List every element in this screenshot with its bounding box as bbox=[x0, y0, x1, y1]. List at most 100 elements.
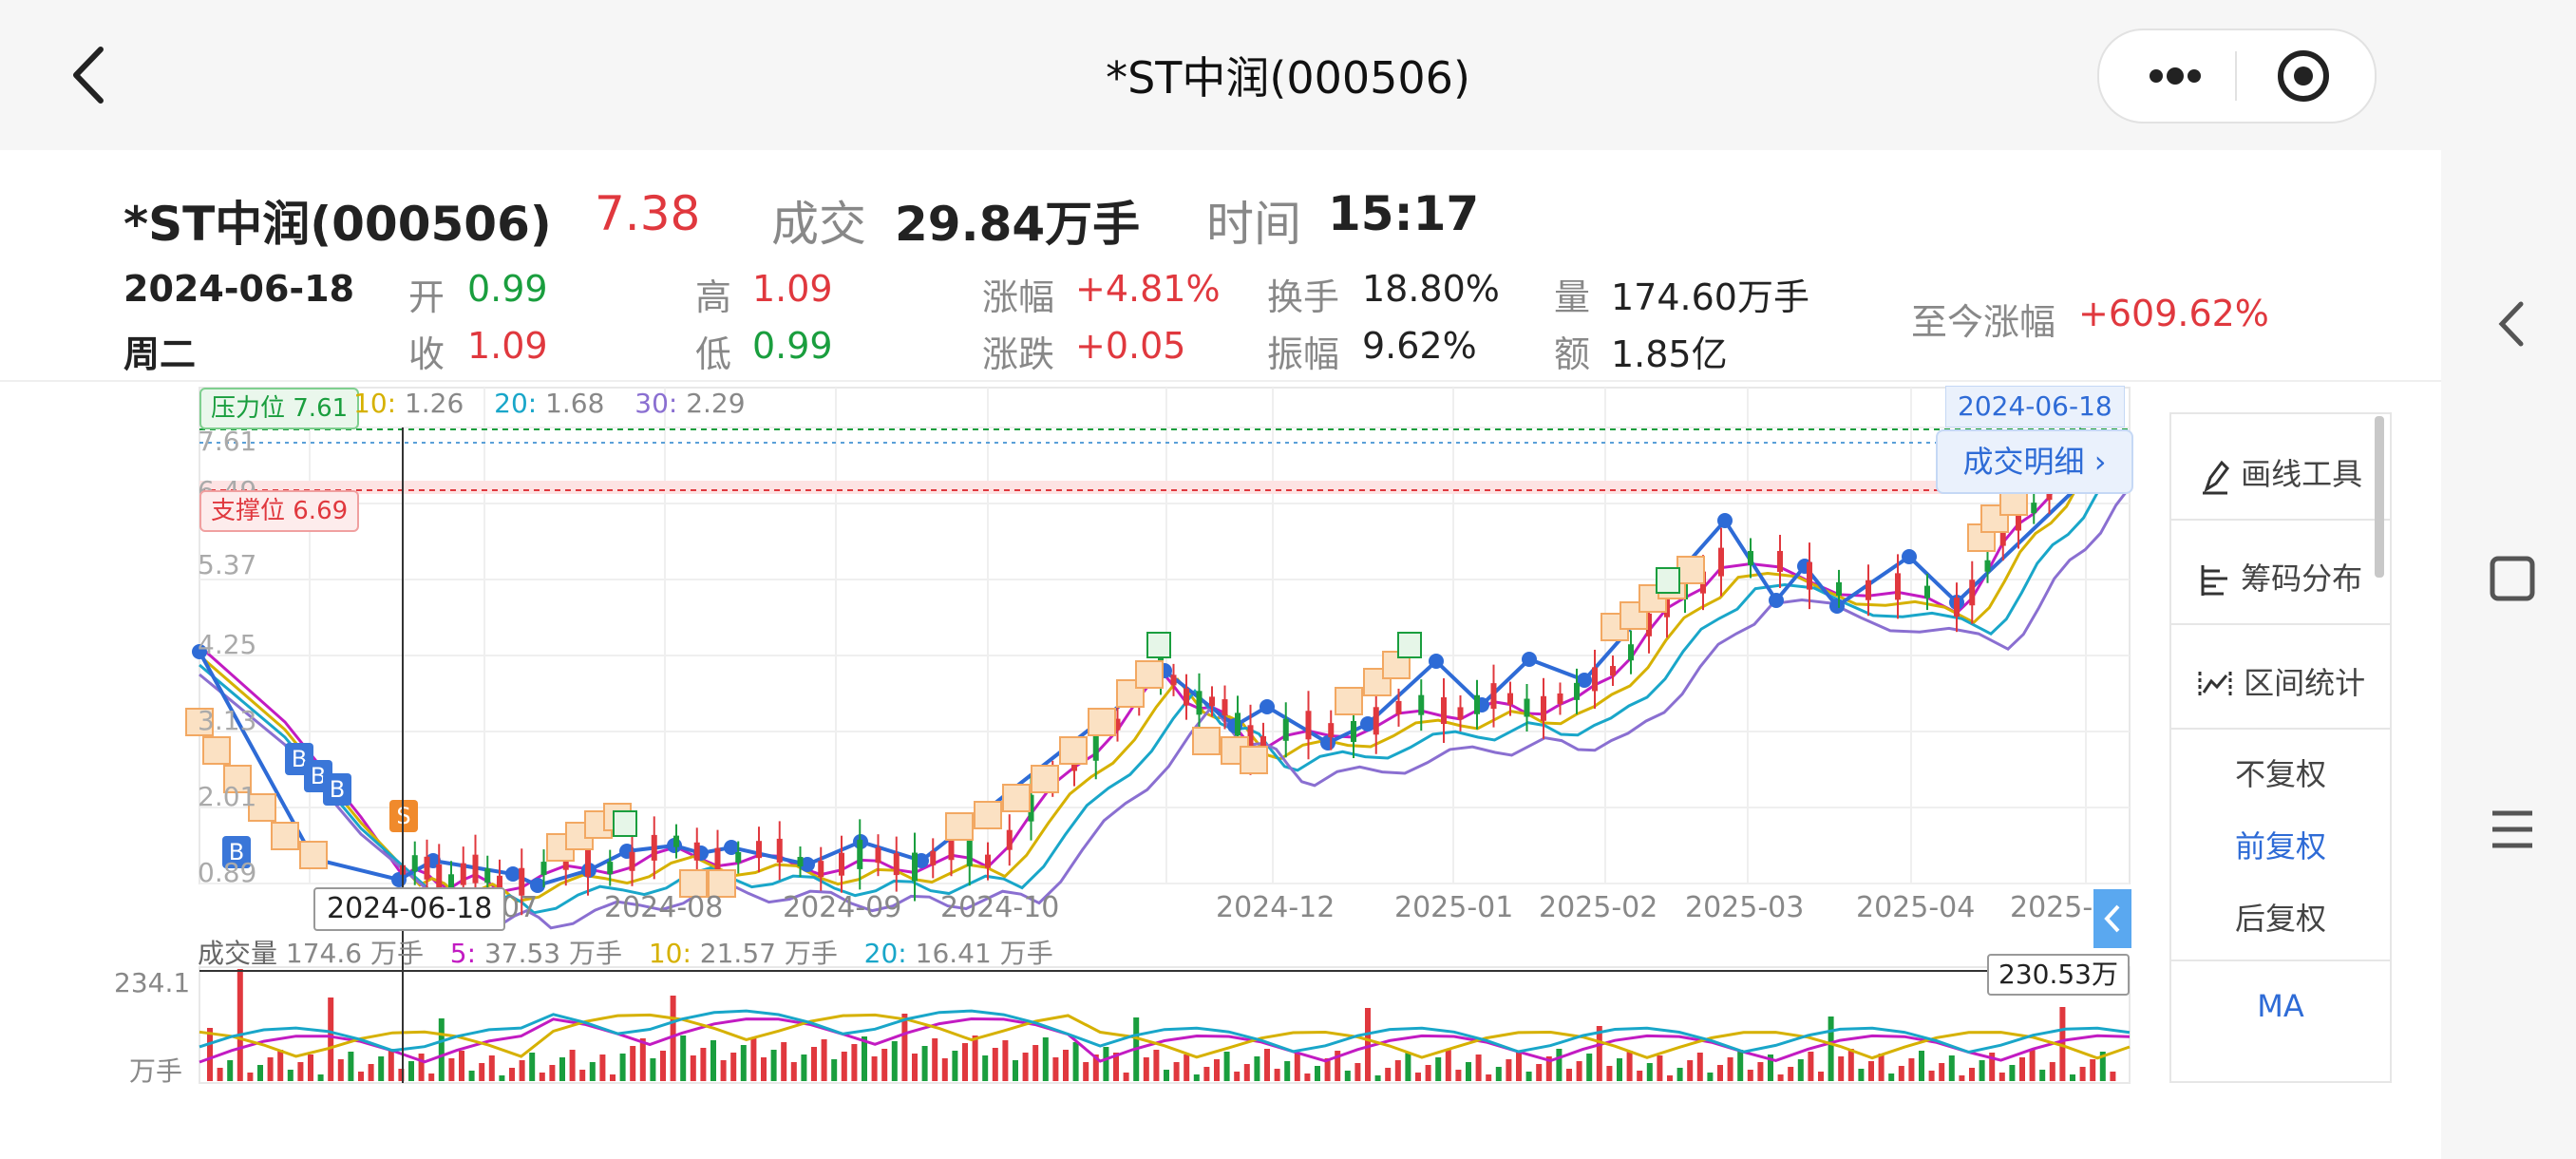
chg-label: 涨跌 bbox=[982, 333, 1055, 375]
candle bbox=[1628, 644, 1634, 661]
candle bbox=[540, 862, 547, 876]
volume-bar bbox=[1989, 1053, 1996, 1081]
volume-bar bbox=[2049, 1062, 2055, 1081]
ma30-value: 2.29 bbox=[686, 388, 746, 419]
volume-bar bbox=[308, 1054, 313, 1081]
candle bbox=[411, 855, 418, 872]
volume-frame bbox=[199, 966, 2131, 1084]
volume-bar bbox=[398, 1069, 405, 1081]
panel-divider bbox=[2171, 728, 2390, 730]
volume-bar bbox=[1858, 1069, 1865, 1081]
buy-signal-badge-text: B bbox=[229, 839, 244, 865]
volume-bar bbox=[1032, 1045, 1039, 1081]
more-icon[interactable] bbox=[2128, 49, 2223, 103]
volume-bar bbox=[519, 1060, 525, 1081]
candle bbox=[424, 856, 430, 880]
volume-bar bbox=[761, 1057, 767, 1081]
y-tick-label: 7.61 bbox=[198, 426, 257, 457]
top-date-badge: 2024-06-18 bbox=[1945, 386, 2125, 428]
amount-label: 额 bbox=[1554, 333, 1591, 375]
nav-home-icon[interactable] bbox=[2479, 545, 2546, 612]
adj-none-option[interactable]: 不复权 bbox=[2234, 756, 2326, 792]
candle bbox=[448, 874, 454, 890]
signal-count-marker bbox=[1135, 660, 1164, 689]
volume-bar bbox=[1737, 1050, 1744, 1081]
candle bbox=[797, 857, 804, 867]
collapse-panel-button[interactable] bbox=[2093, 889, 2131, 948]
volume-bar bbox=[1788, 1067, 1794, 1081]
x-tick-label: 2025-04 bbox=[1856, 891, 1976, 924]
candle bbox=[585, 849, 591, 877]
candle bbox=[735, 852, 742, 864]
draw-tool-button[interactable]: 画线工具 bbox=[2171, 450, 2390, 495]
volume-bar bbox=[1969, 1068, 1975, 1081]
buy-signal-badge-text: B bbox=[311, 763, 326, 789]
zigzag-point bbox=[505, 866, 521, 882]
panel-scrollbar[interactable] bbox=[2375, 416, 2384, 578]
volume-bar bbox=[1113, 1053, 1119, 1081]
volume-bar bbox=[599, 1054, 606, 1081]
x-tick-label: 2025-01 bbox=[1394, 891, 1514, 924]
volume-bar bbox=[680, 1036, 687, 1081]
nav-back-icon[interactable] bbox=[2479, 291, 2546, 357]
volume-bar bbox=[1486, 1074, 1492, 1081]
candle bbox=[1260, 735, 1266, 751]
buy-signal-badge-text: B bbox=[292, 746, 307, 772]
candle bbox=[1222, 699, 1228, 716]
volume-bar bbox=[1768, 1054, 1773, 1081]
volume-bar bbox=[408, 1061, 414, 1081]
candle bbox=[484, 868, 491, 884]
volume-bar bbox=[1223, 1052, 1230, 1081]
adj-backward-option[interactable]: 后复权 bbox=[2234, 901, 2326, 937]
buy-signal-badge-text: B bbox=[330, 776, 345, 803]
volume-bar bbox=[549, 1065, 556, 1081]
zigzag-point bbox=[724, 840, 739, 855]
kline-chart[interactable]: BBBBS bbox=[0, 0, 2432, 1102]
volume-bar bbox=[1646, 1063, 1653, 1081]
vol-ma20-value: 16.41 万手 bbox=[915, 938, 1053, 969]
candle bbox=[1170, 674, 1177, 686]
trade-detail-button[interactable]: 成交明细 › bbox=[1936, 429, 2133, 494]
candle bbox=[1924, 585, 1930, 598]
volume-bar bbox=[1354, 1063, 1361, 1081]
open-value: 0.99 bbox=[467, 268, 548, 310]
ma-option[interactable]: MA bbox=[2257, 988, 2304, 1024]
volume-bar bbox=[1173, 1062, 1180, 1081]
high-value: 1.09 bbox=[752, 268, 833, 310]
volume-bar bbox=[1274, 1069, 1280, 1081]
signal-count-marker bbox=[185, 708, 214, 736]
panel-divider bbox=[2171, 519, 2390, 521]
signal-count-marker bbox=[1192, 727, 1221, 755]
volume-bar bbox=[2029, 1050, 2036, 1081]
range-stats-button[interactable]: 区间统计 bbox=[2171, 659, 2390, 704]
volume-bar bbox=[710, 1040, 716, 1081]
volume-bar bbox=[529, 1053, 536, 1081]
x-tick-label: 2024-12 bbox=[1216, 891, 1335, 924]
adj-forward-option[interactable]: 前复权 bbox=[2234, 828, 2326, 864]
chip-distribution-icon bbox=[2201, 565, 2227, 596]
volume-bar bbox=[378, 1056, 385, 1081]
chip-distribution-button[interactable]: 筹码分布 bbox=[2171, 555, 2390, 599]
vol-ma5-key: 5: bbox=[449, 938, 477, 969]
candle bbox=[497, 875, 502, 897]
volume-bar bbox=[1415, 1073, 1421, 1081]
close-miniapp-icon[interactable] bbox=[2261, 48, 2346, 104]
volume-bar bbox=[1626, 1051, 1633, 1081]
volume-bar bbox=[1365, 1008, 1371, 1081]
volume-bar bbox=[368, 1064, 374, 1081]
volume-bar bbox=[891, 1041, 898, 1081]
back-arrow-icon[interactable] bbox=[63, 42, 120, 108]
volume-bar bbox=[348, 1052, 354, 1081]
resistance-label: 压力位 7.61 bbox=[199, 388, 360, 429]
signal-count-marker bbox=[1059, 736, 1088, 765]
volume-bar bbox=[801, 1054, 807, 1081]
volume-bar bbox=[1374, 1075, 1381, 1081]
volume-bar bbox=[1022, 1053, 1029, 1081]
volume-bar bbox=[1676, 1068, 1683, 1081]
nav-menu-icon[interactable] bbox=[2479, 796, 2546, 863]
signal-count-marker bbox=[1002, 784, 1031, 812]
volume-bar bbox=[1757, 1062, 1764, 1081]
chart-labels bbox=[185, 487, 2028, 898]
volume-bar bbox=[972, 1036, 978, 1081]
signal-nine-marker bbox=[1146, 632, 1171, 658]
